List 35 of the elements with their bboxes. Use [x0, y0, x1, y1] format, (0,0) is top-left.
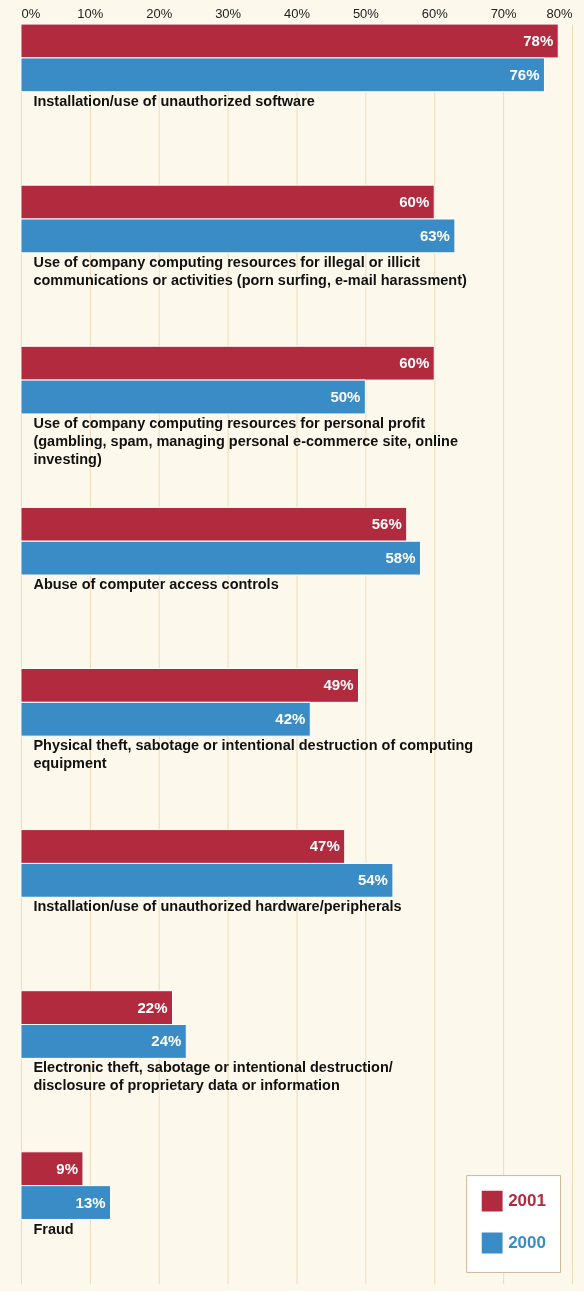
x-tick-label: 40% — [284, 5, 311, 21]
legend-label: 2001 — [508, 1191, 546, 1211]
y-tick-label: Physical theft, sabotage or intentional destruction of computing equipment — [33, 737, 474, 772]
data-label: 9% — [56, 1159, 78, 1177]
data-label: 78% — [523, 31, 554, 49]
y-tick-label: Use of company computing resources for personal profit (gambling, spam, managing personal e-commerce site, online investing) — [33, 415, 458, 467]
x-tick-label: 60% — [421, 5, 449, 21]
x-tick-label: 20% — [146, 5, 173, 21]
x-tick-label: 10% — [77, 5, 104, 21]
data-label: 56% — [371, 515, 402, 533]
data-label: 60% — [399, 354, 430, 372]
y-tick-label: Fraud — [33, 1220, 74, 1237]
data-label: 58% — [385, 549, 416, 567]
data-label: 54% — [357, 871, 388, 889]
y-tick-label: Installation/use of unauthorized software — [33, 92, 315, 109]
x-tick-label: 30% — [215, 5, 242, 21]
data-label: 22% — [137, 998, 168, 1016]
data-label: 24% — [151, 1032, 182, 1050]
y-tick-label: Electronic theft, sabotage or intentional destruction/ disclosure of proprietary data or information — [33, 1059, 393, 1094]
data-label: 60% — [399, 193, 430, 211]
y-tick-label: Installation/use of unauthorized hardware/peripherals — [33, 898, 402, 915]
legend-label: 2000 — [508, 1232, 546, 1252]
x-tick-label: 50% — [352, 5, 380, 21]
data-label: 50% — [330, 388, 361, 406]
x-tick-label: 80% — [546, 5, 573, 21]
y-tick-label: Abuse of computer access controls — [33, 576, 279, 593]
data-label: 49% — [323, 676, 354, 694]
data-label: 42% — [275, 710, 306, 728]
data-label: 47% — [309, 837, 340, 855]
data-label: 63% — [419, 226, 450, 244]
data-label: 13% — [75, 1193, 106, 1211]
x-tick-label: 0% — [21, 5, 41, 21]
data-label: 76% — [509, 65, 540, 83]
x-tick-label: 70% — [490, 5, 518, 21]
y-tick-label: Use of company computing resources for illegal or illicit communications or activities (porn surfing, e-mail harassment) — [33, 253, 467, 288]
